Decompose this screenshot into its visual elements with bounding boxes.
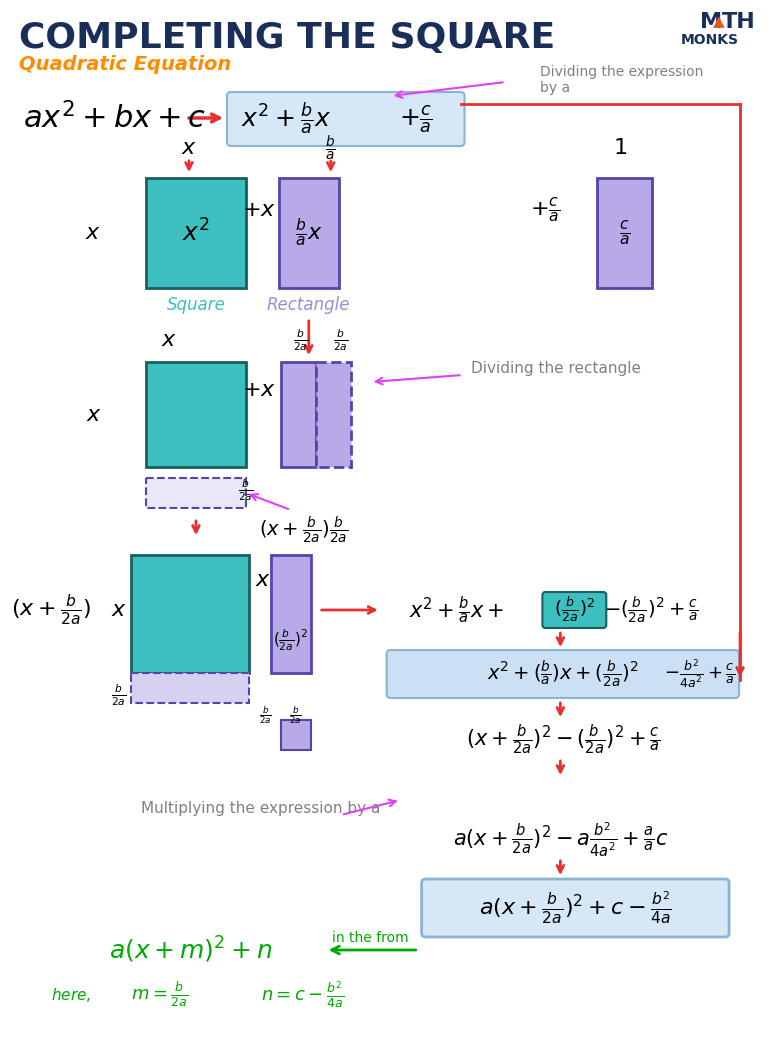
Text: Multiplying the expression by a: Multiplying the expression by a [141,800,381,816]
Text: $(\frac{b}{2a})^2$: $(\frac{b}{2a})^2$ [554,595,595,625]
Text: $x$: $x$ [111,600,127,620]
FancyBboxPatch shape [227,92,464,146]
Text: $\frac{b}{2a}$: $\frac{b}{2a}$ [259,705,272,726]
FancyBboxPatch shape [146,178,246,288]
Text: $\frac{b}{a}x$: $\frac{b}{a}x$ [295,217,323,249]
Text: $here,$: $here,$ [51,986,91,1004]
FancyBboxPatch shape [598,178,652,288]
Text: $ax^2 + bx + c$: $ax^2 + bx + c$ [23,102,207,134]
Text: $+ x$: $+ x$ [241,380,276,400]
Text: $+ \frac{c}{a}$: $+ \frac{c}{a}$ [399,103,433,134]
Text: ▲: ▲ [713,15,725,29]
FancyBboxPatch shape [131,555,249,673]
Text: $n = c - \frac{b^2}{4a}$: $n = c - \frac{b^2}{4a}$ [261,980,344,1011]
Text: TH: TH [722,12,756,32]
Text: $x$: $x$ [181,138,197,158]
Text: Quadratic Equation: Quadratic Equation [19,56,231,75]
FancyBboxPatch shape [146,478,246,508]
Text: $1$: $1$ [613,138,627,158]
FancyBboxPatch shape [146,362,246,467]
Text: $a(x + \frac{b}{2a})^2 + c - \frac{b^2}{4a}$: $a(x + \frac{b}{2a})^2 + c - \frac{b^2}{… [479,890,672,926]
Text: $(x + \frac{b}{2a}) \frac{b}{2a}$: $(x + \frac{b}{2a}) \frac{b}{2a}$ [259,514,348,546]
FancyBboxPatch shape [279,178,339,288]
FancyBboxPatch shape [271,555,311,673]
Text: COMPLETING THE SQUARE: COMPLETING THE SQUARE [19,21,556,55]
Text: $\frac{c}{a}$: $\frac{c}{a}$ [619,218,631,248]
Text: $x$: $x$ [255,570,271,590]
Text: $(x + \frac{b}{2a})$: $(x + \frac{b}{2a})$ [11,592,91,628]
Text: $\frac{b}{2a}$: $\frac{b}{2a}$ [111,682,127,708]
Text: $\frac{b}{2a}$: $\frac{b}{2a}$ [289,705,303,726]
FancyBboxPatch shape [387,650,739,698]
Text: $x$: $x$ [86,405,102,425]
Text: Rectangle: Rectangle [267,296,351,314]
Text: $+ x$: $+ x$ [241,200,276,220]
Text: $a(x + m)^2+ n$: $a(x + m)^2+ n$ [109,934,272,965]
Text: $- \frac{b^2}{4a^2} + \frac{c}{a}$: $- \frac{b^2}{4a^2} + \frac{c}{a}$ [664,657,736,691]
Text: Dividing the rectangle: Dividing the rectangle [471,360,641,376]
Text: in the from: in the from [332,931,409,945]
Text: $\frac{b}{2a}$: $\frac{b}{2a}$ [293,328,309,353]
Text: $x^2 + \frac{b}{a}x$: $x^2 + \frac{b}{a}x$ [241,101,331,138]
Text: $m = \frac{b}{2a}$: $m = \frac{b}{2a}$ [131,981,188,1009]
Text: $x$: $x$ [161,330,177,350]
Text: $(x + \frac{b}{2a})^2 - (\frac{b}{2a})^2 + \frac{c}{a}$: $(x + \frac{b}{2a})^2 - (\frac{b}{2a})^2… [466,722,661,757]
Text: M: M [700,12,722,32]
Text: MONKS: MONKS [681,33,739,47]
FancyBboxPatch shape [281,720,311,750]
FancyBboxPatch shape [281,362,316,467]
Text: $a(x + \frac{b}{2a})^2 - a\frac{b^2}{4a^2} + \frac{a}{a}c$: $a(x + \frac{b}{2a})^2 - a\frac{b^2}{4a^… [453,821,668,859]
Text: Square: Square [166,296,225,314]
Text: $+ \frac{c}{a}$: $+ \frac{c}{a}$ [530,195,560,225]
Text: $\frac{b}{2a}$: $\frac{b}{2a}$ [238,477,254,503]
Text: $\frac{b}{a}$: $\frac{b}{a}$ [325,133,336,163]
Text: $x^2 + \frac{b}{a}x +$: $x^2 + \frac{b}{a}x +$ [409,594,504,626]
Text: by a: by a [540,81,570,94]
FancyBboxPatch shape [131,673,249,704]
Text: $x^2$: $x^2$ [182,219,210,247]
Text: $\frac{b}{2a}$: $\frac{b}{2a}$ [333,328,348,353]
Text: $x^2 + (\frac{b}{a})x + (\frac{b}{2a})^2$: $x^2 + (\frac{b}{a})x + (\frac{b}{2a})^2… [488,658,639,690]
Text: $x$: $x$ [85,223,101,243]
FancyBboxPatch shape [316,362,351,467]
Text: $(\frac{b}{2a})^2$: $(\frac{b}{2a})^2$ [273,627,308,653]
FancyBboxPatch shape [422,879,729,937]
Text: Dividing the expression: Dividing the expression [540,65,704,79]
FancyBboxPatch shape [543,592,606,628]
Text: $- (\frac{b}{2a})^2 + \frac{c}{a}$: $- (\frac{b}{2a})^2 + \frac{c}{a}$ [604,594,699,626]
